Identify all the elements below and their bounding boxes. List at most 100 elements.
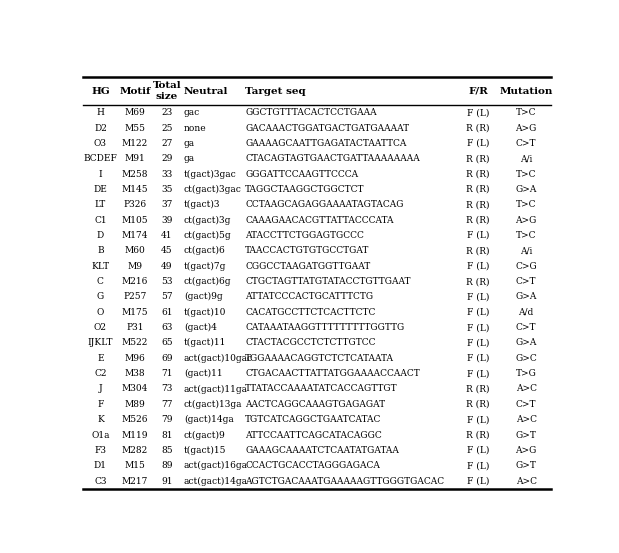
Text: 63: 63: [161, 323, 173, 332]
Text: ct(gact)5g: ct(gact)5g: [184, 231, 232, 240]
Text: t(gact)10: t(gact)10: [184, 307, 227, 317]
Text: 89: 89: [161, 461, 173, 470]
Text: A>G: A>G: [516, 216, 537, 225]
Text: C>T: C>T: [516, 277, 536, 286]
Text: ga: ga: [184, 139, 195, 148]
Text: KLT: KLT: [92, 262, 110, 270]
Text: 25: 25: [161, 123, 173, 133]
Text: t(gact)7g: t(gact)7g: [184, 262, 227, 271]
Text: LT: LT: [95, 200, 106, 209]
Text: GGCTGTTTACACTCCTGAAA: GGCTGTTTACACTCCTGAAA: [245, 108, 377, 117]
Text: TTATACCAAAATATCACCAGTTGT: TTATACCAAAATATCACCAGTTGT: [245, 384, 398, 394]
Text: T>C: T>C: [516, 170, 536, 179]
Text: C>T: C>T: [516, 400, 536, 409]
Text: J: J: [98, 384, 102, 394]
Text: P257: P257: [123, 293, 147, 301]
Text: F (L): F (L): [467, 293, 490, 301]
Text: A>C: A>C: [516, 477, 537, 486]
Text: K: K: [97, 415, 104, 424]
Text: C>G: C>G: [515, 262, 537, 270]
Text: A>G: A>G: [516, 123, 537, 133]
Text: 57: 57: [161, 293, 173, 301]
Text: 91: 91: [161, 477, 173, 486]
Text: R (R): R (R): [467, 384, 490, 394]
Text: Motif: Motif: [119, 86, 150, 96]
Text: M9: M9: [128, 262, 142, 270]
Text: ct(gact)9: ct(gact)9: [184, 430, 226, 440]
Text: M304: M304: [122, 384, 148, 394]
Text: DE: DE: [93, 185, 107, 194]
Text: TAACCACTGTGTGCCTGAT: TAACCACTGTGTGCCTGAT: [245, 246, 370, 255]
Text: C3: C3: [94, 477, 106, 486]
Text: O: O: [97, 307, 104, 317]
Text: R (R): R (R): [467, 277, 490, 286]
Text: 27: 27: [161, 139, 173, 148]
Text: O3: O3: [94, 139, 107, 148]
Text: HG: HG: [91, 86, 110, 96]
Text: M145: M145: [122, 185, 149, 194]
Text: ATTCCAATTCAGCATACAGGC: ATTCCAATTCAGCATACAGGC: [245, 431, 382, 440]
Text: TAGGCTAAGGCTGGCTCT: TAGGCTAAGGCTGGCTCT: [245, 185, 365, 194]
Text: M96: M96: [124, 354, 145, 363]
Text: T>C: T>C: [516, 231, 536, 240]
Text: GAAAGCAAAATCTCAATATGATAA: GAAAGCAAAATCTCAATATGATAA: [245, 446, 399, 455]
Text: R (R): R (R): [467, 431, 490, 440]
Text: F (L): F (L): [467, 231, 490, 240]
Text: F (L): F (L): [467, 477, 490, 486]
Text: D1: D1: [94, 461, 107, 470]
Text: A/d: A/d: [519, 307, 534, 317]
Text: ct(gact)6: ct(gact)6: [184, 246, 226, 255]
Text: Total
size: Total size: [153, 81, 181, 101]
Text: CCTAAGCAGAGGAAAATAGTACAG: CCTAAGCAGAGGAAAATAGTACAG: [245, 200, 404, 209]
Text: GACAAACTGGATGACTGATGAAAAT: GACAAACTGGATGACTGATGAAAAT: [245, 123, 409, 133]
Text: ATACCTTCTGGAGTGCCC: ATACCTTCTGGAGTGCCC: [245, 231, 364, 240]
Text: 49: 49: [161, 262, 173, 270]
Text: BCDEF: BCDEF: [84, 154, 118, 163]
Text: M175: M175: [122, 307, 149, 317]
Text: T>G: T>G: [516, 369, 537, 378]
Text: A/i: A/i: [520, 154, 532, 163]
Text: t(gact)3gac: t(gact)3gac: [184, 170, 236, 179]
Text: AGTCTGACAAATGAAAAAGTTGGGTGACAC: AGTCTGACAAATGAAAAAGTTGGGTGACAC: [245, 477, 444, 486]
Text: R (R): R (R): [467, 123, 490, 133]
Text: R (R): R (R): [467, 200, 490, 209]
Text: O1a: O1a: [91, 431, 110, 440]
Text: ct(gact)3g: ct(gact)3g: [184, 216, 232, 225]
Text: CTACTACGCCTCTCTTGTCC: CTACTACGCCTCTCTTGTCC: [245, 338, 376, 347]
Text: 41: 41: [161, 231, 173, 240]
Text: AACTCAGGCAAAGTGAGAGAT: AACTCAGGCAAAGTGAGAGAT: [245, 400, 385, 409]
Text: G>T: G>T: [516, 431, 537, 440]
Text: act(gact)11ga: act(gact)11ga: [184, 384, 248, 394]
Text: B: B: [97, 246, 104, 255]
Text: GAAAAGCAATTGAGATACTAATTCA: GAAAAGCAATTGAGATACTAATTCA: [245, 139, 407, 148]
Text: C>T: C>T: [516, 139, 536, 148]
Text: 39: 39: [161, 216, 173, 225]
Text: A/i: A/i: [520, 246, 532, 255]
Text: act(gact)10gac: act(gact)10gac: [184, 354, 253, 363]
Text: CCACTGCACCTAGGGAGACA: CCACTGCACCTAGGGAGACA: [245, 461, 380, 470]
Text: R (R): R (R): [467, 246, 490, 255]
Text: 35: 35: [161, 185, 173, 194]
Text: none: none: [184, 123, 207, 133]
Text: C: C: [97, 277, 104, 286]
Text: GGGATTCCAAGTTCCCA: GGGATTCCAAGTTCCCA: [245, 170, 358, 179]
Text: F (L): F (L): [467, 108, 490, 117]
Text: 29: 29: [161, 154, 173, 163]
Text: G>A: G>A: [516, 338, 537, 347]
Text: F (L): F (L): [467, 354, 490, 363]
Text: P326: P326: [123, 200, 147, 209]
Text: CTGACAACTTATTATGGAAAACCAACT: CTGACAACTTATTATGGAAAACCAACT: [245, 369, 420, 378]
Text: t(gact)11: t(gact)11: [184, 338, 227, 347]
Text: M122: M122: [122, 139, 148, 148]
Text: M522: M522: [122, 338, 148, 347]
Text: R (R): R (R): [467, 216, 490, 225]
Text: A>G: A>G: [516, 446, 537, 455]
Text: T>C: T>C: [516, 200, 536, 209]
Text: gac: gac: [184, 108, 200, 117]
Text: A>C: A>C: [516, 384, 537, 394]
Text: CTACAGTAGTGAACTGATTAAAAAAAA: CTACAGTAGTGAACTGATTAAAAAAAA: [245, 154, 420, 163]
Text: E: E: [97, 354, 104, 363]
Text: (gact)14ga: (gact)14ga: [184, 415, 234, 424]
Text: ct(gact)3gac: ct(gact)3gac: [184, 185, 242, 194]
Text: M217: M217: [122, 477, 148, 486]
